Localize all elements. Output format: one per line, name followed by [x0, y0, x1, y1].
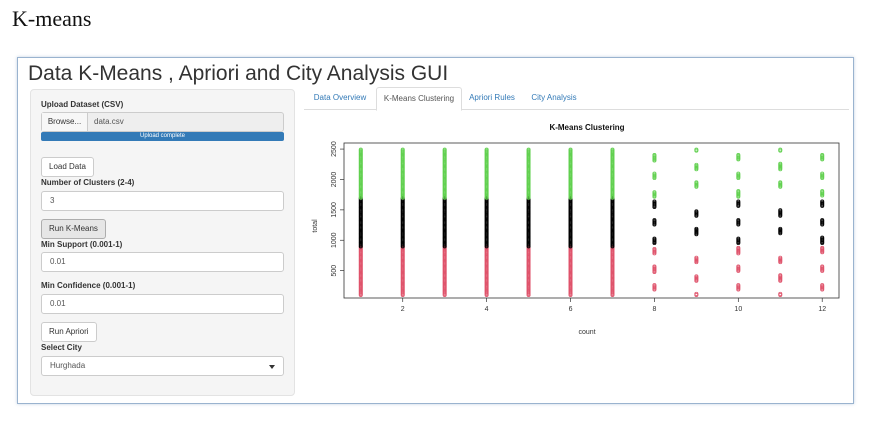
tab-bar: Data Overview K-Means Clustering Apriori…	[304, 87, 849, 111]
cluster-3-point	[820, 189, 825, 194]
cluster-3-point	[652, 171, 657, 176]
cluster-3-point	[778, 147, 783, 152]
y-tick-label: 2500	[331, 141, 338, 157]
support-label: Min Support (0.001-1)	[41, 240, 123, 249]
cluster-1-point	[694, 255, 699, 260]
y-tick-label: 500	[331, 265, 338, 277]
cluster-1-point	[652, 283, 657, 288]
city-select[interactable]: Hurghada	[41, 356, 284, 376]
sidebar-panel: Upload Dataset (CSV) Browse... data.csv …	[30, 89, 295, 396]
tab-city-analysis[interactable]: City Analysis	[531, 93, 577, 102]
cluster-3-point	[484, 147, 489, 152]
support-input[interactable]: 0.01	[41, 252, 284, 272]
cluster-1-point	[778, 255, 783, 260]
confidence-label: Min Confidence (0.001-1)	[41, 281, 136, 290]
clusters-label: Number of Clusters (2-4)	[41, 178, 135, 187]
cluster-1-point	[736, 264, 741, 269]
cluster-2-point	[694, 226, 699, 231]
confidence-input[interactable]: 0.01	[41, 294, 284, 314]
x-tick-label: 2	[401, 306, 405, 313]
x-tick-label: 8	[652, 306, 656, 313]
chart-title: K-Means Clustering	[549, 123, 624, 132]
cluster-3-point	[736, 153, 741, 158]
y-tick-label: 1500	[331, 202, 338, 218]
x-tick-label: 10	[734, 306, 742, 313]
cluster-2-point	[820, 235, 825, 240]
x-axis-label: count	[578, 329, 595, 336]
cluster-2-point	[652, 236, 657, 241]
cluster-3-point	[526, 147, 531, 152]
cluster-3-point	[736, 189, 741, 194]
x-tick-label: 6	[569, 306, 573, 313]
cluster-3-point	[400, 147, 405, 152]
cluster-1-point	[778, 273, 783, 278]
cluster-2-point	[694, 209, 699, 214]
clusters-input[interactable]: 3	[41, 191, 284, 211]
upload-progress-bar: Upload complete	[41, 132, 284, 141]
cluster-3-point	[820, 171, 825, 176]
cluster-1-point	[694, 291, 699, 296]
tab-apriori-rules[interactable]: Apriori Rules	[469, 93, 515, 102]
cluster-3-point	[652, 190, 657, 195]
cluster-1-point	[820, 283, 825, 288]
cluster-2-point	[652, 218, 657, 223]
cluster-3-point	[442, 147, 447, 152]
cluster-1-point	[736, 245, 741, 250]
cluster-3-point	[694, 147, 699, 152]
city-select-value: Hurghada	[50, 361, 86, 370]
chevron-down-icon	[269, 365, 275, 369]
browse-button[interactable]: Browse...	[42, 113, 88, 131]
cluster-1-point	[736, 283, 741, 288]
upload-label: Upload Dataset (CSV)	[41, 100, 124, 109]
load-data-button[interactable]: Load Data	[41, 157, 94, 177]
plot-frame	[343, 142, 840, 299]
cluster-1-point	[652, 247, 657, 252]
cluster-2-point	[652, 199, 657, 204]
cluster-3-point	[694, 180, 699, 185]
cluster-3-point	[778, 161, 783, 166]
y-axis-label: total	[312, 219, 319, 233]
cluster-3-point	[610, 147, 615, 152]
cluster-2-point	[820, 218, 825, 223]
run-apriori-button[interactable]: Run Apriori	[41, 322, 97, 342]
file-input[interactable]: Browse... data.csv	[41, 112, 284, 132]
cluster-2-point	[736, 199, 741, 204]
x-tick-label: 4	[485, 306, 489, 313]
cluster-1-point	[820, 245, 825, 250]
cluster-1-point	[778, 291, 783, 296]
cluster-1-point	[820, 264, 825, 269]
cluster-3-point	[358, 147, 363, 152]
cluster-2-point	[736, 218, 741, 223]
cluster-2-point	[778, 208, 783, 213]
y-tick-label: 1000	[331, 232, 338, 248]
app-title: Data K-Means , Apriori and City Analysis…	[28, 62, 449, 85]
cluster-2-point	[820, 199, 825, 204]
tab-data-overview[interactable]: Data Overview	[313, 93, 367, 102]
y-tick-label: 2000	[331, 172, 338, 188]
page-caption: K-means	[12, 6, 92, 31]
app-window: Data K-Means , Apriori and City Analysis…	[17, 57, 854, 404]
kmeans-plot: K-Means Clustering count total 2 4 6 8 10 12 5…	[304, 116, 849, 341]
cluster-3-point	[820, 153, 825, 158]
city-label: Select City	[41, 343, 82, 352]
cluster-3-point	[778, 180, 783, 185]
cluster-3-point	[694, 162, 699, 167]
cluster-2-point	[778, 226, 783, 231]
run-kmeans-button[interactable]: Run K-Means	[41, 219, 106, 239]
cluster-2-point	[736, 236, 741, 241]
cluster-3-point	[568, 147, 573, 152]
cluster-3-point	[736, 171, 741, 176]
tab-kmeans-clustering[interactable]: K-Means Clustering	[376, 87, 462, 111]
cluster-1-point	[694, 274, 699, 279]
kmeans-chart: K-Means Clustering count total 2 4 6 8 10 12 5…	[312, 123, 840, 336]
x-tick-label: 12	[818, 306, 826, 313]
cluster-1-point	[652, 264, 657, 269]
file-name: data.csv	[94, 117, 124, 126]
cluster-3-point	[652, 153, 657, 158]
